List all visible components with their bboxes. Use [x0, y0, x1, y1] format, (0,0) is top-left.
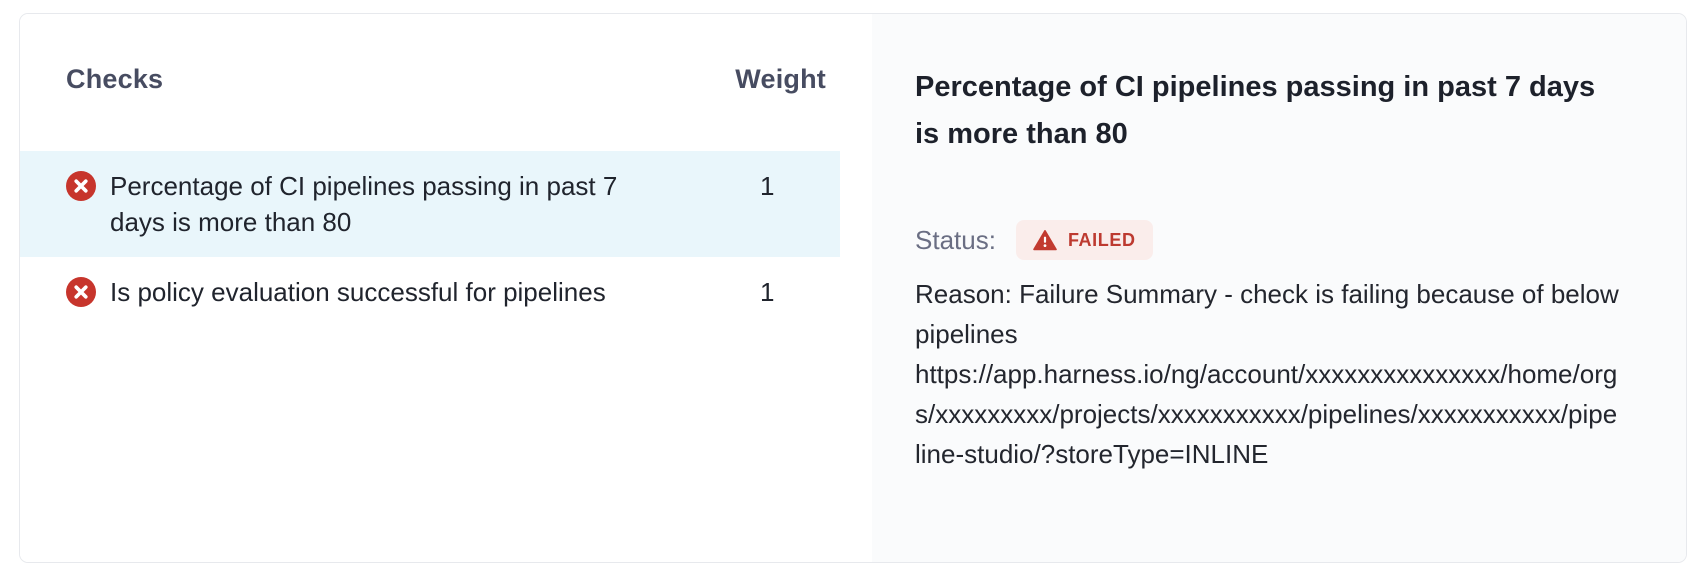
check-detail-title: Percentage of CI pipelines passing in pa…	[915, 71, 1596, 150]
checks-detail-card: Checks Weight Percentage of CI pipelines…	[19, 13, 1687, 563]
circle-x-error-icon	[66, 171, 96, 201]
check-label: Percentage of CI pipelines passing in pa…	[110, 171, 618, 237]
check-label: Is policy evaluation successful for pipe…	[110, 277, 606, 307]
warning-triangle-icon	[1033, 229, 1057, 251]
weight-column-header: Weight	[735, 64, 826, 94]
checks-table-header: Checks Weight	[20, 64, 872, 95]
check-row-policy-evaluation[interactable]: Is policy evaluation successful for pipe…	[20, 257, 840, 327]
check-detail-panel: Percentage of CI pipelines passing in pa…	[872, 14, 1686, 562]
status-value: FAILED	[1067, 229, 1136, 250]
circle-x-error-icon	[66, 277, 96, 307]
check-row-ci-pipelines-passing[interactable]: Percentage of CI pipelines passing in pa…	[20, 151, 840, 257]
checks-column-header: Checks	[66, 64, 164, 94]
failure-reason-text: Reason: Failure Summary - check is faili…	[915, 279, 1619, 469]
checks-panel: Checks Weight Percentage of CI pipelines…	[20, 14, 872, 562]
check-weight-value: 1	[760, 277, 775, 307]
check-weight-value: 1	[760, 171, 775, 201]
status-row: Status: FAILED	[915, 220, 1641, 260]
status-label: Status:	[915, 224, 996, 255]
status-badge: FAILED	[1015, 220, 1153, 260]
